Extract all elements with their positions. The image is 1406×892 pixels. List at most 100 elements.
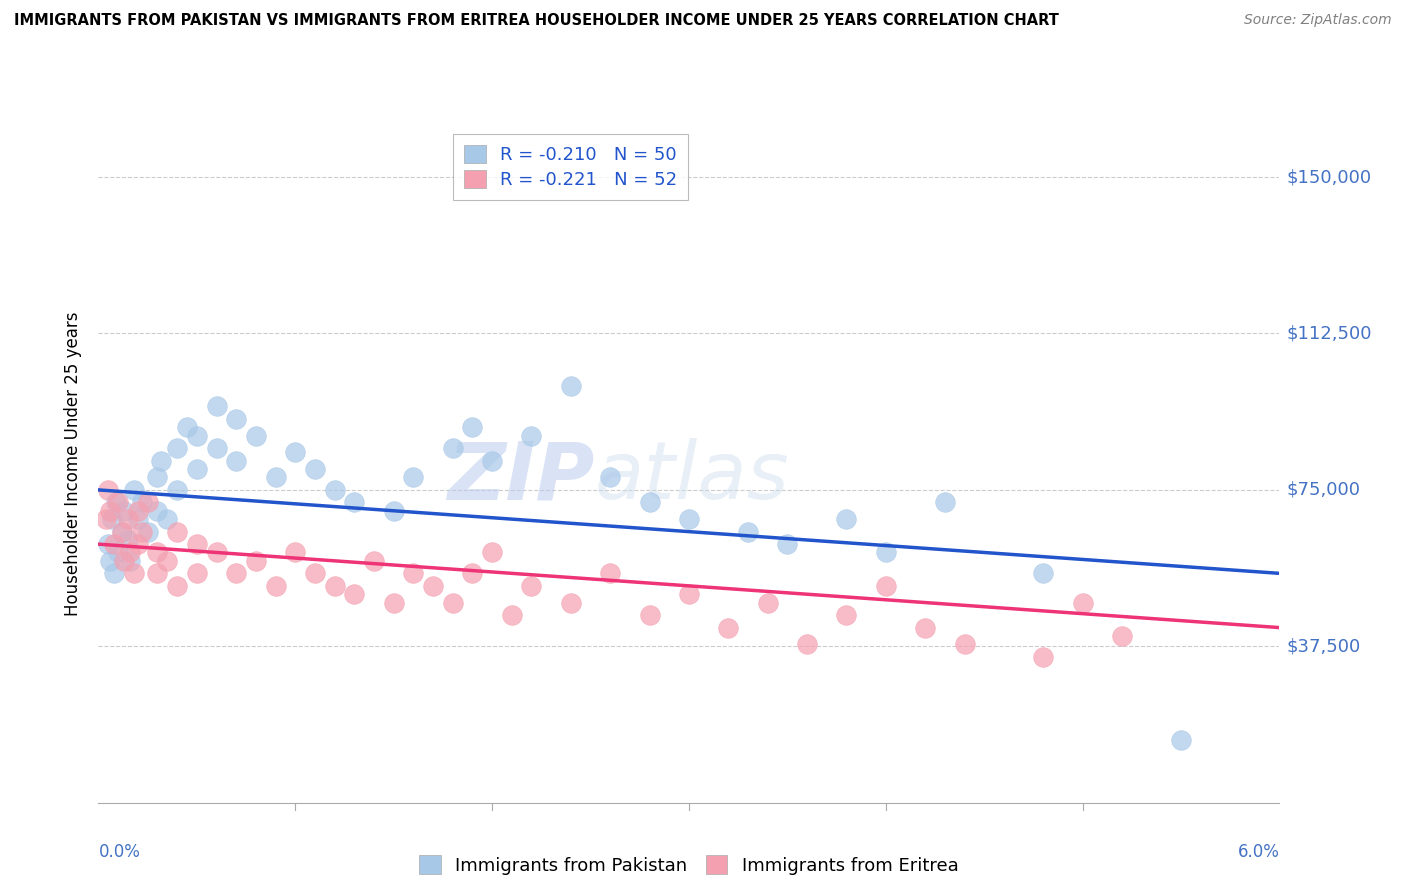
Point: [1071, 596, 1094, 610]
Point: [323, 579, 346, 593]
Point: [875, 545, 897, 559]
Point: [127, 537, 149, 551]
Point: [953, 637, 976, 651]
Point: [111, 524, 134, 539]
Text: ZIP: ZIP: [447, 438, 595, 516]
Point: [96, 512, 118, 526]
Point: [304, 462, 326, 476]
Point: [136, 495, 159, 509]
Point: [146, 545, 169, 559]
Text: IMMIGRANTS FROM PAKISTAN VS IMMIGRANTS FROM ERITREA HOUSEHOLDER INCOME UNDER 25 : IMMIGRANTS FROM PAKISTAN VS IMMIGRANTS F…: [14, 13, 1059, 29]
Text: 6.0%: 6.0%: [1237, 843, 1279, 861]
Point: [875, 579, 897, 593]
Point: [717, 621, 740, 635]
Point: [186, 566, 208, 581]
Point: [402, 470, 425, 484]
Point: [156, 512, 179, 526]
Text: $75,000: $75,000: [1286, 481, 1361, 499]
Text: 0.0%: 0.0%: [98, 843, 141, 861]
Point: [112, 504, 135, 518]
Point: [835, 512, 858, 526]
Point: [186, 537, 208, 551]
Point: [756, 596, 779, 610]
Point: [363, 554, 385, 568]
Point: [560, 596, 582, 610]
Point: [176, 420, 198, 434]
Point: [131, 495, 153, 509]
Point: [131, 524, 153, 539]
Point: [481, 545, 503, 559]
Point: [205, 441, 228, 455]
Point: [103, 537, 125, 551]
Point: [103, 566, 125, 581]
Point: [118, 545, 141, 559]
Point: [284, 545, 307, 559]
Text: $37,500: $37,500: [1286, 638, 1361, 656]
Point: [225, 453, 247, 467]
Point: [166, 441, 188, 455]
Point: [382, 596, 405, 610]
Point: [186, 428, 208, 442]
Point: [382, 504, 405, 518]
Point: [914, 621, 936, 635]
Text: atlas: atlas: [595, 438, 789, 516]
Point: [835, 608, 858, 623]
Point: [150, 453, 173, 467]
Point: [343, 587, 366, 601]
Point: [1111, 629, 1133, 643]
Text: Source: ZipAtlas.com: Source: ZipAtlas.com: [1244, 13, 1392, 28]
Point: [520, 428, 543, 442]
Point: [343, 495, 366, 509]
Point: [166, 483, 188, 497]
Point: [107, 545, 129, 559]
Point: [225, 412, 247, 426]
Legend: Immigrants from Pakistan, Immigrants from Eritrea: Immigrants from Pakistan, Immigrants fro…: [412, 848, 966, 882]
Point: [481, 453, 503, 467]
Point: [796, 637, 818, 651]
Point: [441, 596, 464, 610]
Point: [112, 554, 135, 568]
Point: [402, 566, 425, 581]
Point: [520, 579, 543, 593]
Point: [323, 483, 346, 497]
Text: $150,000: $150,000: [1286, 168, 1372, 186]
Point: [264, 579, 287, 593]
Point: [107, 495, 129, 509]
Point: [122, 483, 145, 497]
Point: [225, 566, 247, 581]
Point: [156, 554, 179, 568]
Point: [422, 579, 444, 593]
Point: [118, 554, 141, 568]
Point: [122, 566, 145, 581]
Point: [127, 512, 149, 526]
Point: [638, 495, 661, 509]
Point: [1032, 566, 1054, 581]
Point: [186, 462, 208, 476]
Point: [97, 537, 120, 551]
Point: [599, 470, 621, 484]
Point: [136, 524, 159, 539]
Point: [127, 504, 149, 518]
Point: [776, 537, 799, 551]
Point: [284, 445, 307, 459]
Point: [98, 554, 121, 568]
Point: [560, 378, 582, 392]
Point: [105, 495, 128, 509]
Point: [117, 512, 139, 526]
Point: [678, 512, 700, 526]
Point: [98, 504, 121, 518]
Point: [146, 504, 169, 518]
Point: [245, 554, 267, 568]
Y-axis label: Householder Income Under 25 years: Householder Income Under 25 years: [65, 311, 83, 616]
Point: [461, 566, 484, 581]
Point: [934, 495, 956, 509]
Point: [304, 566, 326, 581]
Point: [205, 400, 228, 414]
Point: [599, 566, 621, 581]
Text: $112,500: $112,500: [1286, 325, 1372, 343]
Point: [245, 428, 267, 442]
Point: [737, 524, 759, 539]
Point: [461, 420, 484, 434]
Point: [166, 579, 188, 593]
Point: [166, 524, 188, 539]
